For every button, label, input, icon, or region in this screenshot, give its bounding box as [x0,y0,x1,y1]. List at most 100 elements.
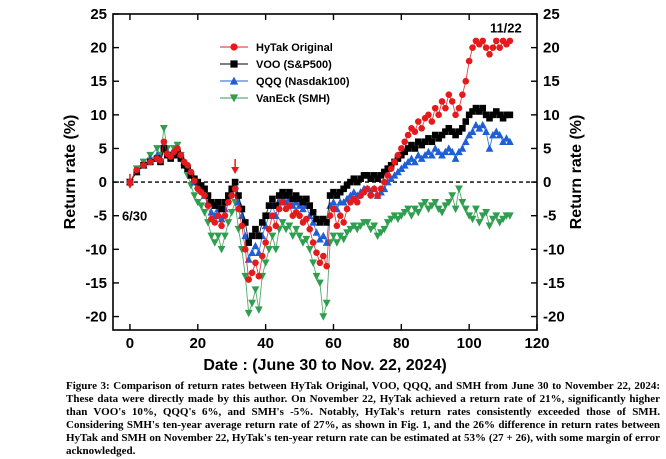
data-point [411,145,419,152]
annotation-label: 11/22 [490,20,522,35]
x-tick-label: 20 [189,335,206,352]
y-tick-label-right: 5 [543,140,551,157]
data-point [346,225,355,234]
legend-label: HyTak Original [256,42,333,54]
data-point [451,205,460,214]
data-point [476,108,483,115]
data-point [333,222,341,230]
data-point [444,198,453,207]
data-point [316,259,324,267]
data-point [353,198,361,206]
data-point [381,178,388,186]
data-point [417,202,426,210]
data-point [381,168,388,176]
data-point [465,57,473,65]
data-point [407,212,416,220]
data-point [485,144,494,152]
data-point [360,172,368,179]
data-point [272,222,280,230]
data-point [227,209,236,217]
data-point [159,124,168,133]
data-point [279,198,286,206]
data-point [255,232,263,240]
y-axis-title-left: Return rate (%) [62,115,79,230]
y-tick-label-left: 5 [99,140,107,157]
data-point [190,192,199,200]
data-point [425,111,432,119]
data-point [364,172,371,179]
data-point [320,252,327,260]
data-point [394,215,402,224]
data-point [411,128,419,135]
data-point [312,272,321,281]
x-tick-label: 60 [325,335,342,352]
data-point [211,219,219,226]
data-point [319,313,328,321]
data-point [299,239,307,247]
data-point [384,172,392,179]
data-point [258,219,266,226]
data-point [245,276,252,283]
data-point [363,219,372,227]
data-point [241,219,249,226]
data-point [496,44,503,51]
data-point [153,145,161,153]
data-point [489,111,497,119]
data-point [207,232,216,240]
data-point [248,232,256,240]
data-point [319,231,328,240]
y-tick-label-right: -10 [543,241,565,258]
data-point [261,259,270,267]
data-point [295,201,304,209]
data-point [275,205,283,213]
data-point [431,104,439,112]
series-hytak-original [126,37,514,283]
series-qqq-nasdak100- [126,120,514,263]
data-point [265,202,273,209]
data-point [210,239,219,247]
data-point [377,172,385,179]
data-point [269,195,276,203]
data-point [336,212,344,220]
data-point [309,259,318,267]
y-tick-label-left: -10 [85,241,107,258]
data-point [431,144,440,152]
data-point [184,165,191,172]
data-point [438,209,446,217]
data-point [197,182,205,189]
data-point [336,188,344,196]
data-point [492,127,501,135]
data-point [482,127,491,135]
data-point [353,178,361,186]
data-point [445,91,453,98]
data-point [438,98,446,105]
x-tick-label: 80 [393,335,410,352]
data-point [251,241,260,250]
data-point [492,37,500,45]
data-point [458,198,467,207]
data-point [404,145,412,152]
data-point [197,202,206,210]
data-point [418,141,425,149]
data-point [418,124,425,132]
data-point [238,205,246,213]
data-point [214,198,222,206]
data-point [398,151,405,159]
data-point [170,151,178,159]
data-point [238,222,246,230]
data-point [475,219,484,227]
data-point [380,225,389,234]
data-point [444,144,453,152]
data-point [218,205,225,213]
data-point [468,127,477,135]
data-point [204,202,212,209]
data-point [478,120,487,129]
data-point [184,161,191,169]
data-point [312,228,321,236]
data-point [285,222,294,230]
data-point [383,219,392,227]
data-point [167,153,174,160]
data-point [459,91,466,98]
data-point [265,246,273,254]
data-point [286,202,293,209]
